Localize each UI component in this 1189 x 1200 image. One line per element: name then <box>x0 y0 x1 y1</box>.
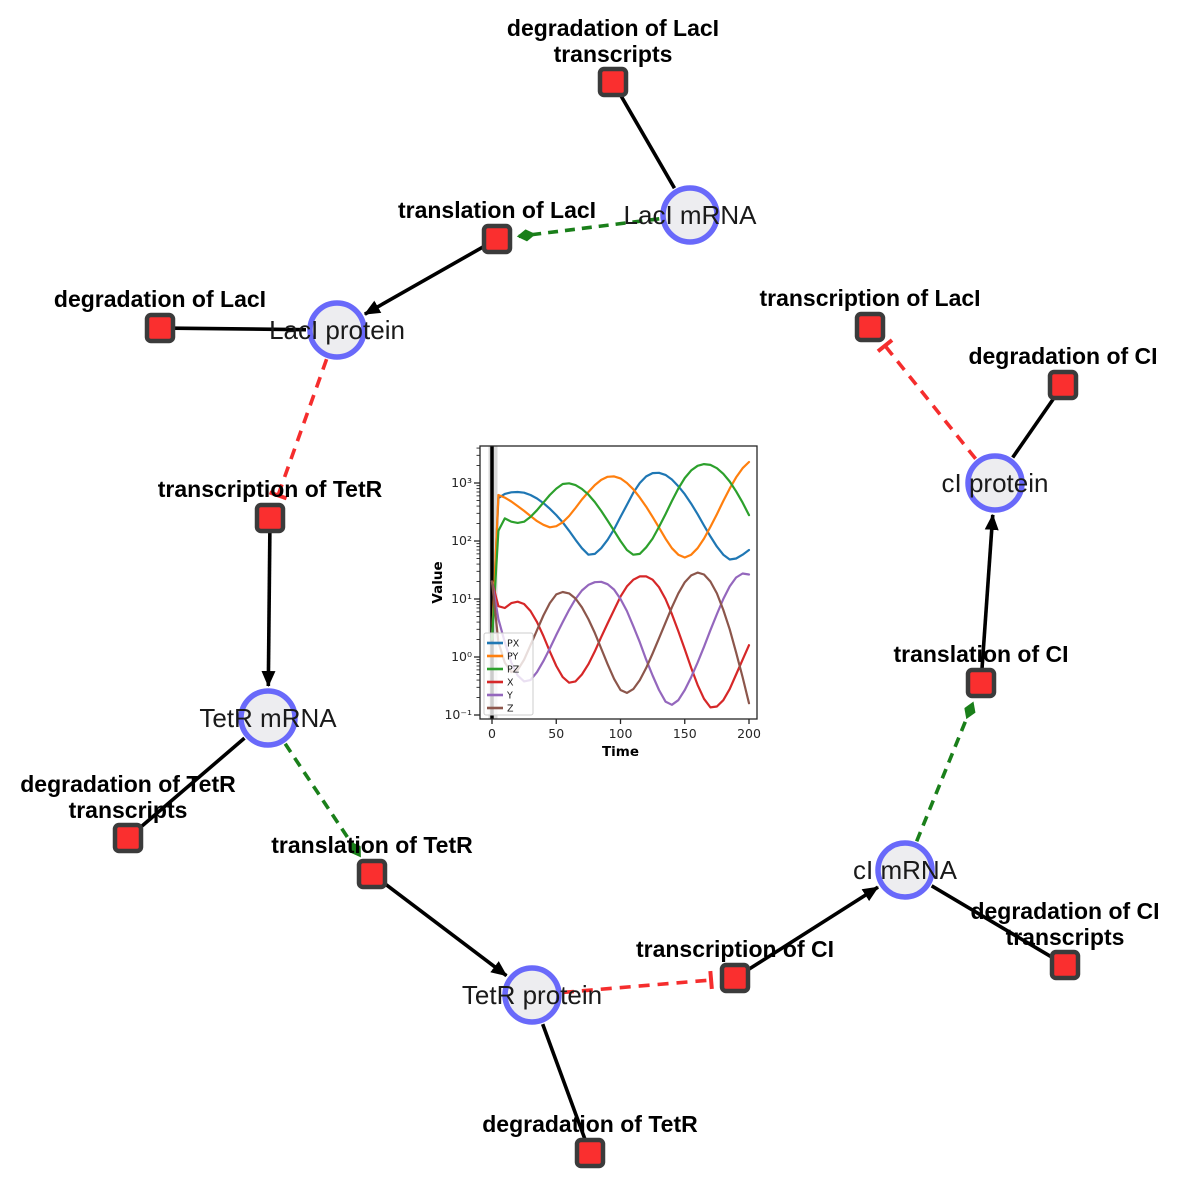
reaction-label-line: degradation of LacI <box>507 15 719 41</box>
series-line-Y <box>490 572 751 706</box>
series-line-X <box>490 575 751 709</box>
y-tick-label: 10⁰ <box>451 649 472 664</box>
reaction-node-transcription-tetr[interactable] <box>254 502 286 534</box>
edge-inhibition-tetr-protein-transcription-ci <box>562 970 714 995</box>
reaction-node-deg-laci[interactable] <box>144 312 176 344</box>
species-node-tetr-mrna[interactable] <box>238 688 298 748</box>
reaction-label-line: transcripts <box>69 797 188 823</box>
reaction-label-deg-tetr-transcripts: degradation of TetR transcripts <box>20 771 236 823</box>
reaction-node-translation-tetr[interactable] <box>356 858 388 890</box>
x-tick-label: 50 <box>548 726 564 741</box>
reaction-node-transcription-laci[interactable] <box>854 311 886 343</box>
reaction-label-translation-laci: translation of LacI <box>398 197 596 223</box>
reaction-label-line: transcripts <box>1006 924 1125 950</box>
reaction-label-transcription-ci: transcription of CI <box>636 936 834 962</box>
reaction-node-deg-tetr[interactable] <box>574 1137 606 1169</box>
reaction-node-deg-ci-transcripts[interactable] <box>1049 949 1081 981</box>
y-tick-label: 10² <box>451 533 472 548</box>
legend-item-Y: Y <box>506 691 513 702</box>
edge-consumption-tetr-mrna-deg-tetr-transcripts <box>137 736 246 831</box>
inset-chart: 10³ 10² 10¹ 10⁰ 10⁻¹ 0 50 100 150 200 Time Value PX P… <box>430 445 761 760</box>
species-label-tetr-mrna: TetR mRNA <box>199 703 337 733</box>
reaction-label-line: degradation of TetR <box>20 771 236 797</box>
series-line-Z <box>490 571 751 705</box>
legend-item-X: X <box>507 678 514 689</box>
reaction-label-line: translation of CI <box>893 641 1068 667</box>
reaction-label-translation-tetr: translation of TetR <box>271 832 473 858</box>
axes-frame <box>479 445 758 720</box>
reaction-label-line: degradation of CI <box>970 898 1159 924</box>
y-axis-label: Value <box>430 561 446 603</box>
edge-inhibition-ci-protein-transcription-laci <box>876 338 978 460</box>
edge-product-translation-ci-ci-protein <box>980 513 999 671</box>
edge-product-translation-laci-laci-protein <box>363 243 487 316</box>
reaction-label-line: translation of LacI <box>398 197 596 223</box>
reaction-label-line: degradation of TetR <box>482 1111 698 1137</box>
edge-modifier-laci-mrna-translation-laci <box>516 217 660 242</box>
edge-product-transcription-tetr-tetr-mrna <box>261 530 276 688</box>
reaction-label-line: transcription of TetR <box>158 476 383 502</box>
edge-product-transcription-ci-ci-mrna <box>745 885 879 973</box>
reaction-label-line: degradation of CI <box>968 343 1157 369</box>
edge-modifier-ci-mrna-translation-ci <box>915 701 976 842</box>
series-line-PY <box>490 460 751 641</box>
y-tick-label: 10³ <box>451 475 472 490</box>
species-label-ci-mrna: cI mRNA <box>853 855 958 885</box>
edge-consumption-ci-mrna-deg-ci-transcripts <box>930 884 1054 960</box>
species-node-ci-protein[interactable] <box>965 453 1025 513</box>
species-label-laci-mrna: LacI mRNA <box>624 200 758 230</box>
species-node-laci-mrna[interactable] <box>660 185 720 245</box>
series-line-PZ <box>490 463 751 641</box>
reaction-node-deg-tetr-transcripts[interactable] <box>112 822 144 854</box>
species-node-ci-mrna[interactable] <box>875 840 935 900</box>
reaction-label-deg-ci-transcripts: degradation of CI transcripts <box>970 898 1159 950</box>
edge-product-translation-tetr-tetr-protein <box>381 880 508 978</box>
reaction-label-translation-ci: translation of CI <box>893 641 1068 667</box>
reaction-label-line: transcription of LacI <box>759 285 980 311</box>
species-node-laci-protein[interactable] <box>307 300 367 360</box>
legend-item-PZ: PZ <box>507 665 520 676</box>
reaction-label-deg-laci-transcripts: degradation of LacI transcripts <box>507 15 719 67</box>
x-tick-label: 150 <box>673 726 697 741</box>
reaction-label-line: transcripts <box>554 41 673 67</box>
legend-item-PX: PX <box>507 639 520 650</box>
reaction-label-line: degradation of LacI <box>54 286 266 312</box>
reaction-label-transcription-tetr: transcription of TetR <box>158 476 383 502</box>
x-tick-label: 0 <box>488 726 496 741</box>
reaction-label-transcription-laci: transcription of LacI <box>759 285 980 311</box>
reaction-label-deg-ci: degradation of CI <box>968 343 1157 369</box>
legend-item-PY: PY <box>507 652 519 663</box>
reaction-label-line: transcription of CI <box>636 936 834 962</box>
x-axis-label: Time <box>602 744 639 760</box>
edge-consumption-ci-protein-deg-ci <box>1011 395 1057 459</box>
series-line-PX <box>490 471 751 641</box>
reaction-node-translation-laci[interactable] <box>481 223 513 255</box>
legend-item-Z: Z <box>507 704 514 715</box>
edge-consumption-tetr-protein-deg-tetr <box>540 1023 587 1141</box>
reaction-node-deg-laci-transcripts[interactable] <box>597 66 629 98</box>
y-tick-label: 10¹ <box>451 591 472 606</box>
reaction-node-deg-ci[interactable] <box>1047 369 1079 401</box>
edge-modifier-tetr-mrna-translation-tetr <box>283 742 362 858</box>
edge-inhibition-laci-protein-transcription-tetr <box>268 358 329 501</box>
y-tick-label: 10⁻¹ <box>444 707 472 722</box>
x-tick-label: 200 <box>737 726 761 741</box>
edge-consumption-laci-protein-deg-laci <box>173 326 307 332</box>
reaction-node-translation-ci[interactable] <box>965 667 997 699</box>
x-tick-label: 100 <box>609 726 633 741</box>
reaction-node-transcription-ci[interactable] <box>719 962 751 994</box>
species-label-laci-protein: LacI protein <box>269 315 405 345</box>
species-label-tetr-protein: TetR protein <box>462 980 602 1010</box>
edge-consumption-laci-mrna-deg-laci-transcripts <box>618 93 677 190</box>
species-label-ci-protein: cI protein <box>942 468 1049 498</box>
reaction-label-line: translation of TetR <box>271 832 473 858</box>
reaction-label-deg-tetr: degradation of TetR <box>482 1111 698 1137</box>
species-node-tetr-protein[interactable] <box>502 965 562 1025</box>
reaction-label-deg-laci: degradation of LacI <box>54 286 266 312</box>
